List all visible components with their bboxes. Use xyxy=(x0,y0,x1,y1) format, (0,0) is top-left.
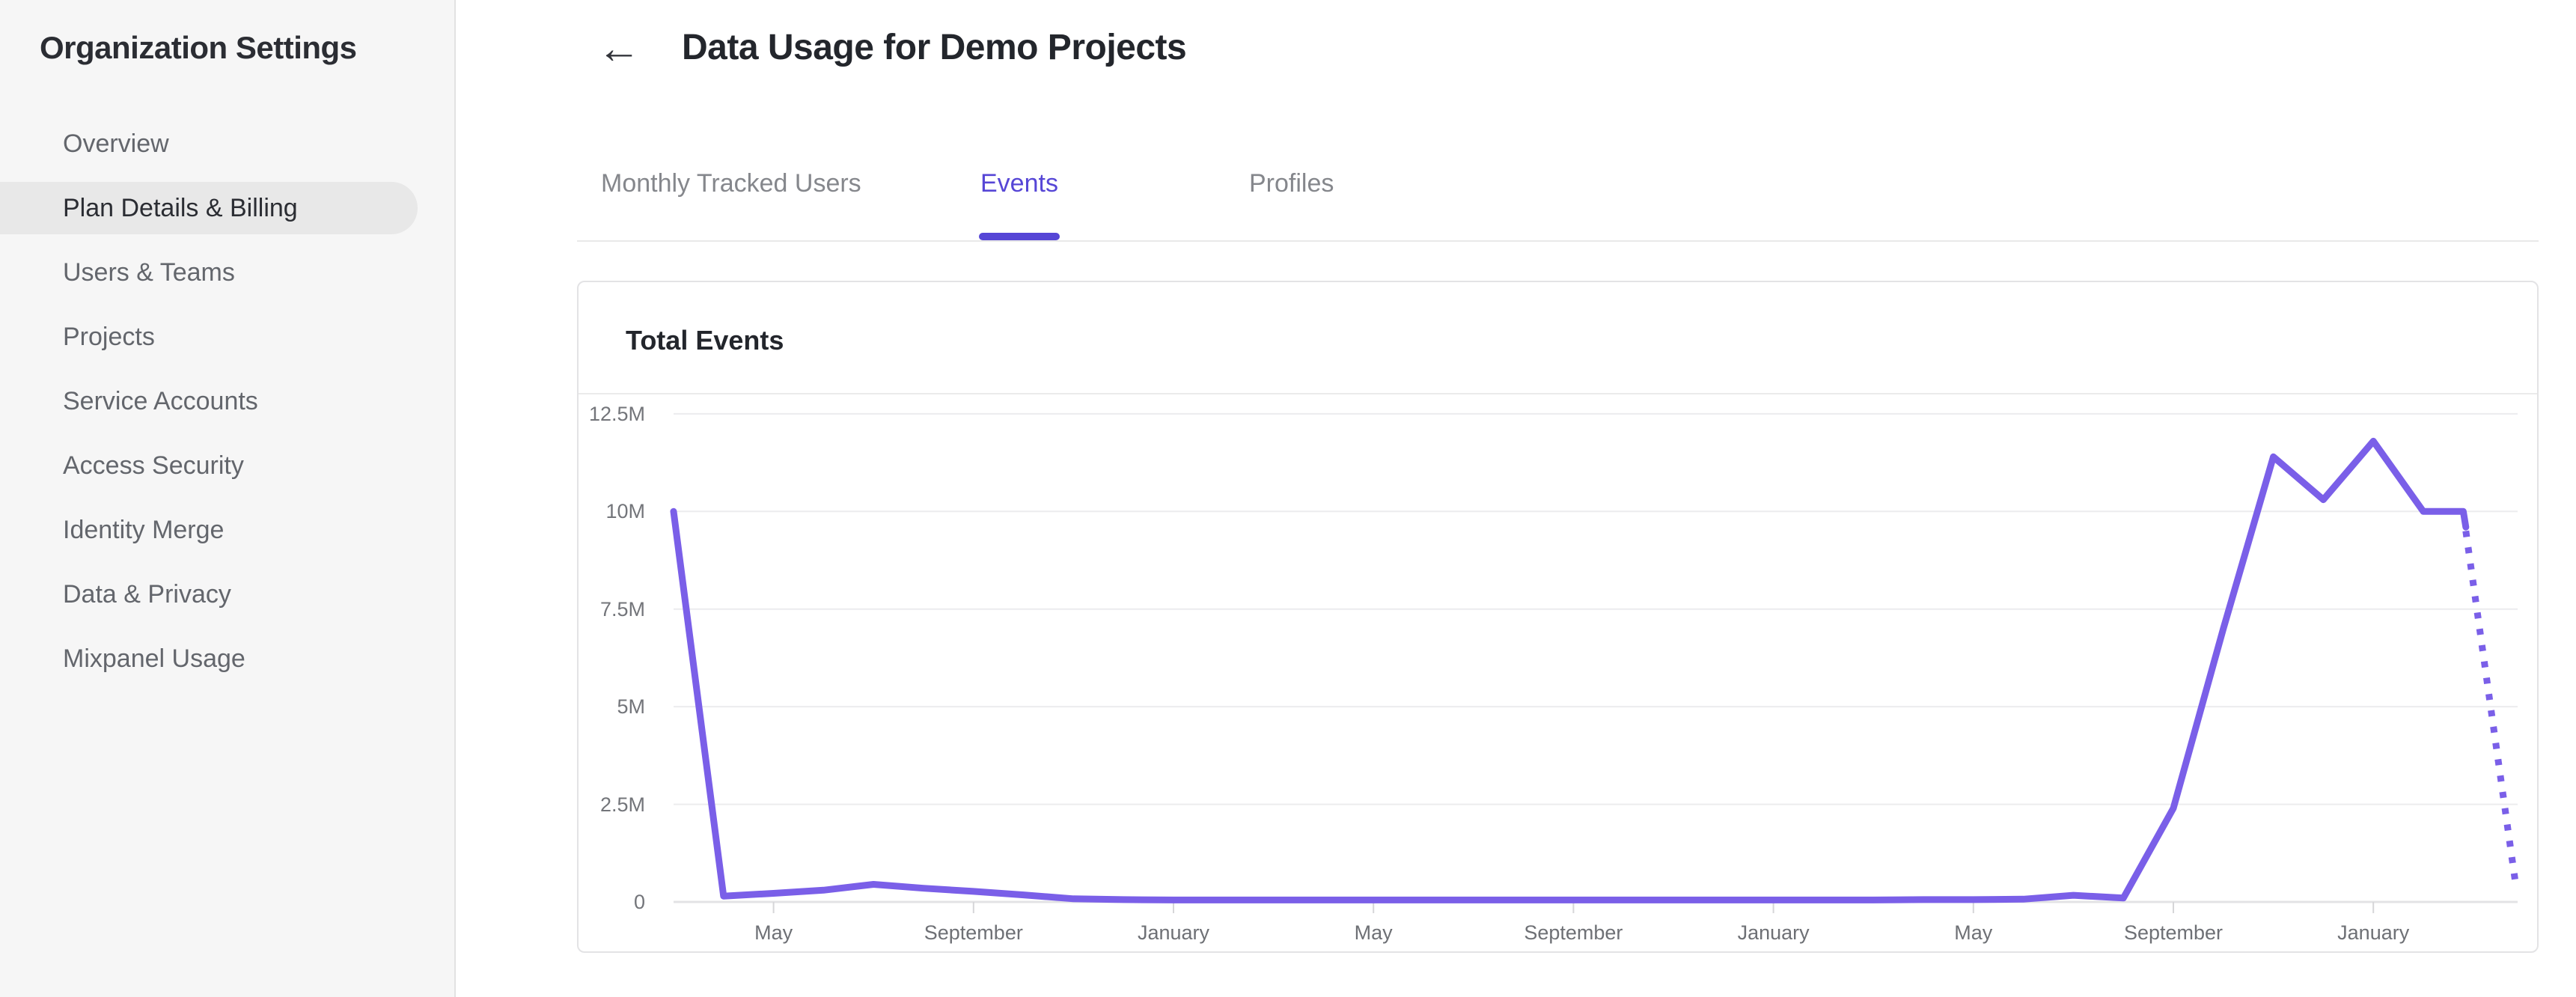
sidebar-title: Organization Settings xyxy=(40,30,357,65)
active-tab-underline xyxy=(979,233,1060,240)
tab-monthly-tracked-users[interactable]: Monthly Tracked Users xyxy=(601,169,861,198)
x-axis-label-2-january: January xyxy=(1137,921,1210,944)
sidebar-item-users-teams[interactable]: Users & Teams xyxy=(63,257,235,287)
sidebar-item-overview[interactable]: Overview xyxy=(63,129,169,158)
sidebar-item-access-security[interactable]: Access Security xyxy=(63,451,244,480)
x-axis-label-6-may: May xyxy=(1954,921,1993,944)
sidebar-item-mixpanel-usage[interactable]: Mixpanel Usage xyxy=(63,644,245,673)
sidebar-item-plan-details-billing[interactable]: Plan Details & Billing xyxy=(0,182,418,234)
x-axis-label-0-may: May xyxy=(754,921,793,944)
y-axis-label-10m: 10M xyxy=(605,500,645,523)
sidebar-item-service-accounts[interactable]: Service Accounts xyxy=(63,386,258,415)
page-title: Data Usage for Demo Projects xyxy=(682,28,1187,67)
sidebar: Organization Settings Overview Plan Detai… xyxy=(0,0,456,997)
y-axis-label-2-5m: 2.5M xyxy=(599,793,645,816)
sidebar-item-identity-merge[interactable]: Identity Merge xyxy=(63,515,225,544)
tabs-bottom-border xyxy=(577,240,2539,242)
x-axis-label-5-january: January xyxy=(1737,921,1810,944)
y-axis-label-5m: 5M xyxy=(617,695,645,719)
x-axis-label-3-may: May xyxy=(1354,921,1393,944)
tab-events[interactable]: Events xyxy=(980,169,1058,198)
x-axis-label-4-september: September xyxy=(1524,921,1623,944)
sidebar-item-projects[interactable]: Projects xyxy=(63,322,155,351)
y-axis-label-12-5m: 12.5M xyxy=(588,402,645,425)
tab-profiles[interactable]: Profiles xyxy=(1249,169,1334,198)
card-title: Total Events xyxy=(626,325,784,356)
back-arrow-icon: ← xyxy=(597,24,641,73)
y-axis-label-0: 0 xyxy=(633,891,645,913)
card-divider xyxy=(579,393,2537,394)
sidebar-item-data-privacy[interactable]: Data & Privacy xyxy=(63,579,231,609)
total-events-card: Total Events xyxy=(577,281,2539,953)
x-axis-label-7-september: September xyxy=(2123,921,2224,944)
x-axis-label-8-january: January xyxy=(2337,921,2410,944)
x-axis-label-1-september: September xyxy=(924,921,1023,944)
y-axis-label-7-5m: 7.5M xyxy=(599,597,645,621)
sidebar-nav: Overview Plan Details & Billing Users & Te… xyxy=(0,118,456,697)
back-button[interactable]: ← xyxy=(593,22,645,75)
